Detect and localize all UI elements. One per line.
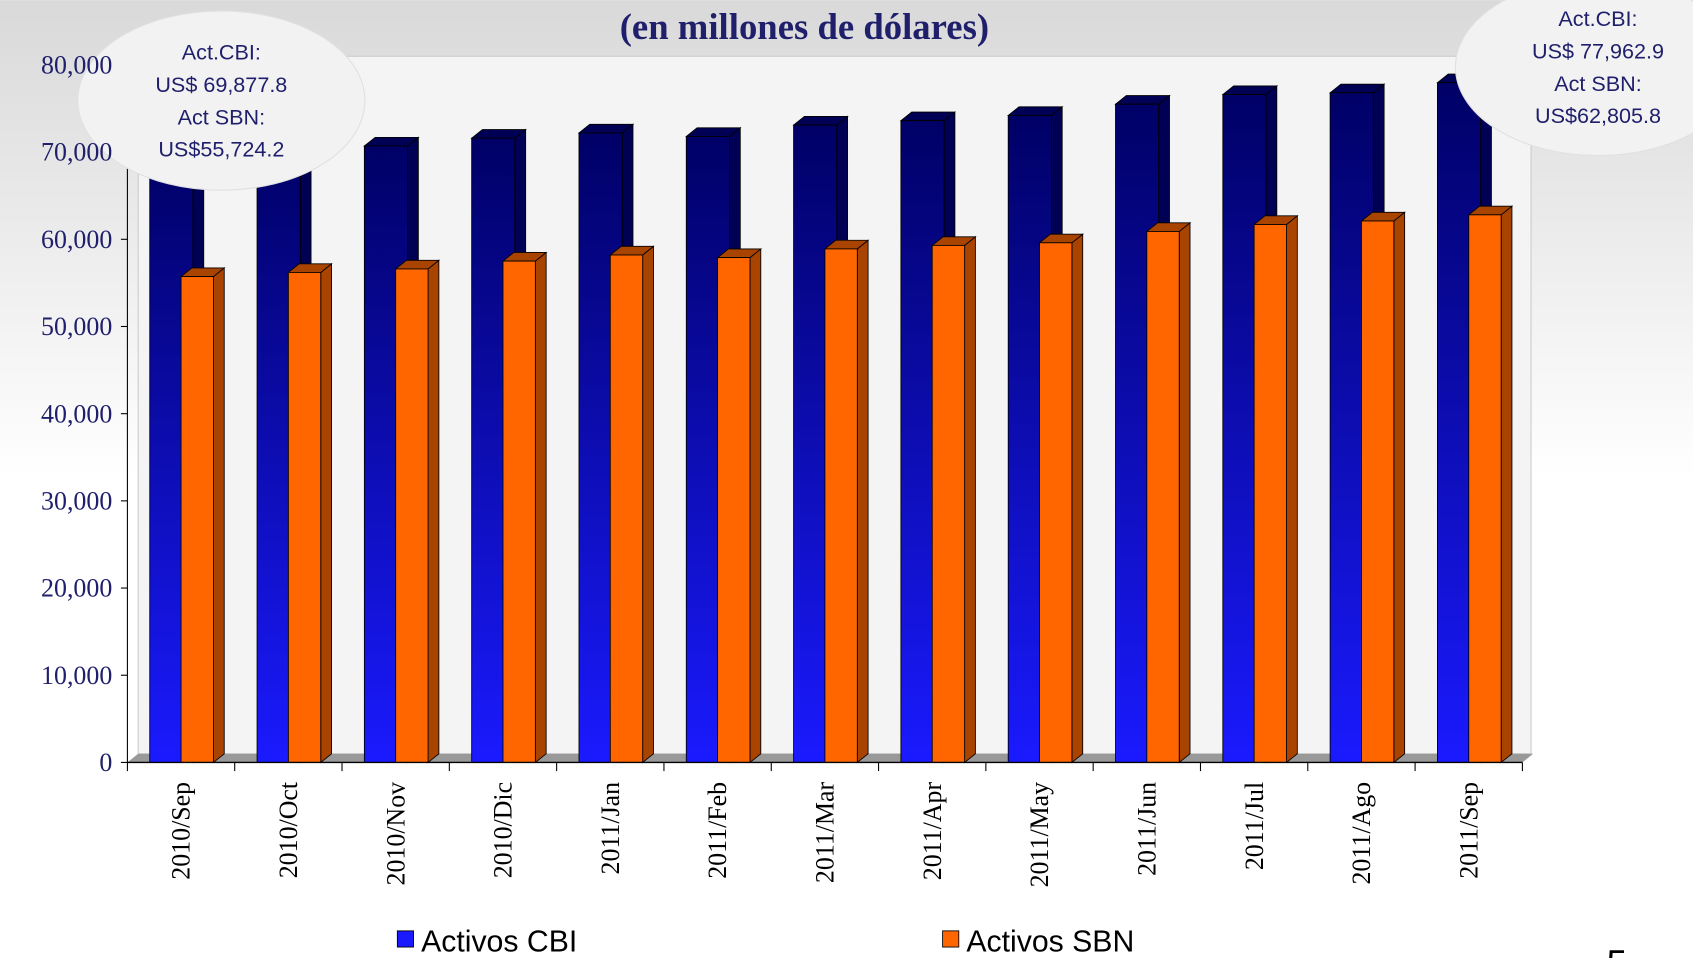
bar-side — [1500, 205, 1513, 764]
bar-side — [427, 259, 440, 764]
bar — [717, 257, 751, 763]
x-tick-label: 2011/Apr — [918, 781, 947, 880]
annotation-text: Act SBN: — [178, 104, 266, 129]
annotation-text: US$ 69,877.8 — [155, 72, 287, 97]
bar-side — [856, 239, 869, 764]
y-tick-label: 0 — [99, 748, 112, 777]
bar-side — [749, 248, 762, 764]
bar — [1146, 231, 1180, 763]
x-tick-label: 2011/Mar — [811, 781, 840, 883]
annotations: Act.CBI: US$ 69,877.8 Act SBN: US$55,724.2 A… — [77, 0, 1693, 191]
x-tick-label: 2011/Jan — [596, 782, 625, 875]
annotation-text: US$55,724.2 — [158, 137, 284, 162]
x-tick-label: 2011/Jun — [1132, 782, 1161, 876]
x-tick-label: 2010/Dic — [489, 782, 518, 878]
annotation-text: US$62,805.8 — [1535, 103, 1661, 128]
bar — [1253, 224, 1287, 763]
y-tick-label: 20,000 — [41, 574, 112, 603]
x-tick-label: 2011/Jul — [1240, 782, 1269, 870]
page-number: 5 — [1607, 943, 1627, 958]
annotation-text: Act SBN: — [1554, 71, 1642, 96]
x-tick-label: 2011/Sep — [1454, 782, 1483, 879]
bar-side — [213, 267, 225, 764]
annotation-text: Act.CBI: — [182, 40, 261, 65]
y-tick-label: 10,000 — [41, 661, 112, 690]
x-tick-label: 2010/Oct — [274, 781, 303, 878]
bar-side — [534, 251, 547, 764]
annotation-bubble — [77, 10, 366, 191]
bar-side — [1286, 214, 1298, 764]
y-tick-label: 40,000 — [41, 399, 112, 428]
bar — [287, 272, 322, 763]
bar — [931, 244, 966, 763]
y-tick-label: 30,000 — [41, 487, 112, 516]
x-tick-label: 2011/Ago — [1347, 782, 1376, 885]
legend-label: Activos CBI — [421, 925, 577, 958]
bar — [609, 254, 644, 763]
bar — [1361, 220, 1395, 763]
y-tick-label: 60,000 — [41, 225, 112, 254]
bar — [180, 276, 214, 763]
x-tick-label: 2011/Feb — [703, 782, 732, 879]
y-tick-label: 50,000 — [41, 312, 112, 341]
x-tick-label: 2010/Nov — [381, 782, 410, 886]
legend-label: Activos SBN — [966, 925, 1134, 958]
bar-side — [1393, 211, 1406, 764]
x-tick-label: 2011/May — [1025, 782, 1054, 888]
y-tick-label: 80,000 — [41, 51, 112, 80]
annotation-text: Act.CBI: — [1558, 6, 1637, 31]
bar — [395, 268, 429, 763]
y-tick-label: 70,000 — [41, 138, 112, 167]
bar-side — [642, 245, 654, 764]
annotation-text: US$ 77,962.9 — [1532, 38, 1664, 63]
bar — [1468, 214, 1502, 763]
annotation-bubble — [1454, 0, 1693, 157]
x-tick-label: 2010/Sep — [167, 782, 196, 880]
legend-swatch — [942, 930, 960, 948]
bar-side — [320, 262, 332, 764]
bar — [502, 260, 536, 763]
legend-swatch — [396, 930, 414, 948]
chart-title: (en millones de dólares) — [620, 6, 989, 47]
bar — [824, 248, 858, 763]
bar-side — [1071, 233, 1084, 764]
bar-side — [1178, 221, 1191, 764]
bar — [1039, 242, 1073, 763]
plot — [120, 64, 1523, 772]
bar-side — [964, 235, 976, 764]
